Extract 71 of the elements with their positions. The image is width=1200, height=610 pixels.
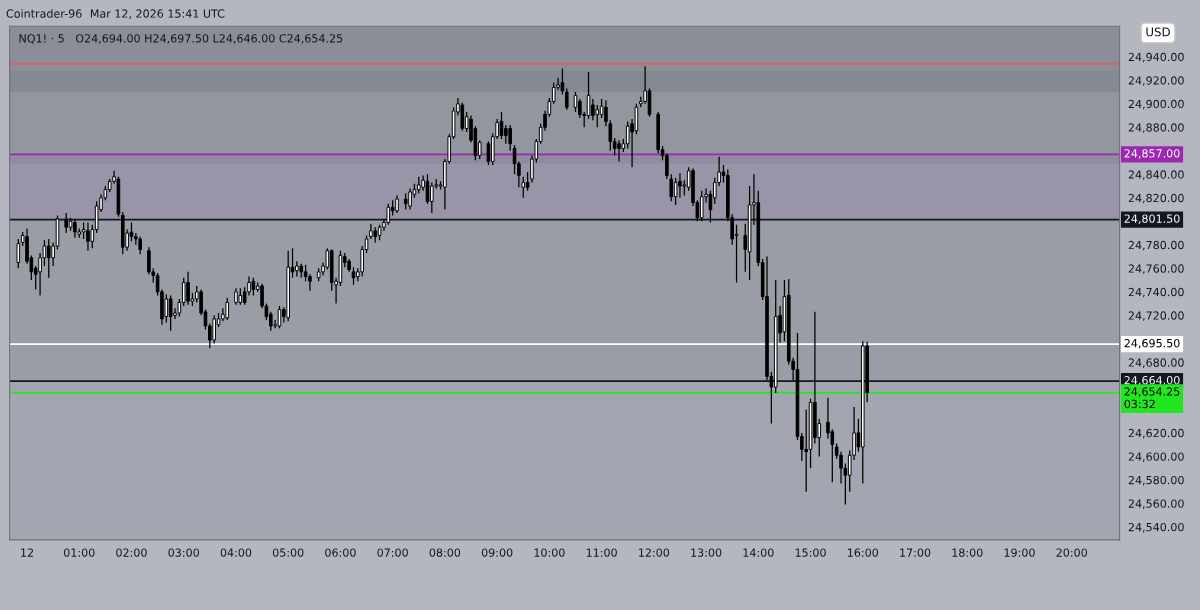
x-tick-label: 06:00: [325, 548, 356, 557]
x-tick-label: 02:00: [116, 548, 147, 557]
ref-line-label: 24,654.25 03:32: [1124, 387, 1180, 409]
candlestick: [86, 221, 90, 252]
candlestick: [673, 177, 678, 206]
y-tick-label: 24,780.00: [1128, 240, 1184, 251]
x-tick-label: 17:00: [900, 548, 931, 557]
x-tick-label: 20:00: [1056, 548, 1087, 557]
x-tick-label: 14:00: [743, 548, 774, 557]
candlestick: [504, 124, 508, 145]
text: Cointrader-96: [6, 9, 82, 18]
candlestick: [508, 124, 512, 152]
candlestick: [164, 293, 169, 324]
x-tick-label: 18:00: [952, 548, 983, 557]
y-tick-label: 24,740.00: [1128, 287, 1184, 298]
y-tick-label: 24,820.00: [1128, 193, 1184, 204]
text: Mar 12, 2026 15:41 UTC: [90, 9, 225, 19]
ref-line-label: 24,664.00: [1124, 376, 1180, 386]
y-tick-label: 24,880.00: [1128, 123, 1184, 133]
y-tick-label: 24,840.00: [1128, 170, 1184, 180]
y-tick-label: 24,940.00: [1128, 52, 1184, 63]
candlestick: [16, 238, 21, 269]
candlestick: [186, 271, 190, 306]
x-tick-label: 08:00: [429, 548, 461, 557]
candlestick: [486, 140, 491, 166]
candlestick: [617, 139, 621, 163]
chart-title: NQ1! · 5 O24,694.00 H24,697.50 L24,646.00 C24,654.25: [19, 34, 343, 44]
candlestick: [147, 246, 151, 275]
y-tick-label: 24,560.00: [1128, 499, 1184, 509]
candlestick: [225, 297, 230, 321]
y-tick-label: 24,900.00: [1128, 99, 1184, 110]
x-tick-label: 04:00: [220, 548, 252, 557]
y-tick-label: 24,680.00: [1128, 358, 1184, 368]
y-tick-label: 24,760.00: [1128, 264, 1184, 274]
x-tick-label: 07:00: [377, 548, 408, 557]
y-tick-label: 24,540.00: [1128, 522, 1184, 533]
ref-line-label: 24,801.50: [1124, 214, 1180, 224]
candlestick: [168, 294, 173, 332]
text: USD: [1146, 27, 1170, 37]
x-tick-label: 12:00: [639, 548, 670, 557]
x-tick-label: 09:00: [481, 548, 513, 557]
x-tick-label: 01:00: [63, 548, 95, 557]
candlestick: [64, 212, 68, 234]
y-tick-label: 24,620.00: [1128, 428, 1184, 439]
x-tick-label: 05:00: [272, 548, 304, 557]
x-tick-label: 10:00: [534, 548, 565, 557]
candlestick: [73, 218, 77, 239]
x-tick-label: 13:00: [691, 548, 722, 557]
ref-line-label: 24,857.00: [1124, 149, 1180, 159]
candlestick: [308, 273, 312, 292]
candlestick: [699, 190, 704, 222]
candlestick: [46, 238, 51, 279]
ref-line-label: 24,695.50: [1124, 338, 1180, 349]
candlestick: [295, 260, 299, 278]
candlestick: [595, 104, 600, 128]
y-tick-label: 24,920.00: [1128, 76, 1184, 86]
candlestick: [408, 187, 412, 211]
x-tick-label: 19:00: [1004, 548, 1035, 557]
y-tick-label: 24,720.00: [1128, 311, 1184, 321]
x-tick-label: 16:00: [847, 548, 879, 557]
y-tick-label: 24,580.00: [1128, 475, 1184, 486]
candlestick: [430, 181, 434, 214]
x-tick-label: 11:00: [586, 548, 617, 557]
x-tick-label: 15:00: [795, 548, 826, 557]
x-tick-label: 12: [21, 548, 33, 557]
candlestick: [591, 98, 595, 121]
candlestick: [678, 172, 682, 199]
x-tick-label: 03:00: [168, 548, 199, 557]
y-tick-label: 24,600.00: [1128, 452, 1184, 462]
candlestick: [460, 102, 465, 132]
candlestick: [578, 98, 582, 119]
